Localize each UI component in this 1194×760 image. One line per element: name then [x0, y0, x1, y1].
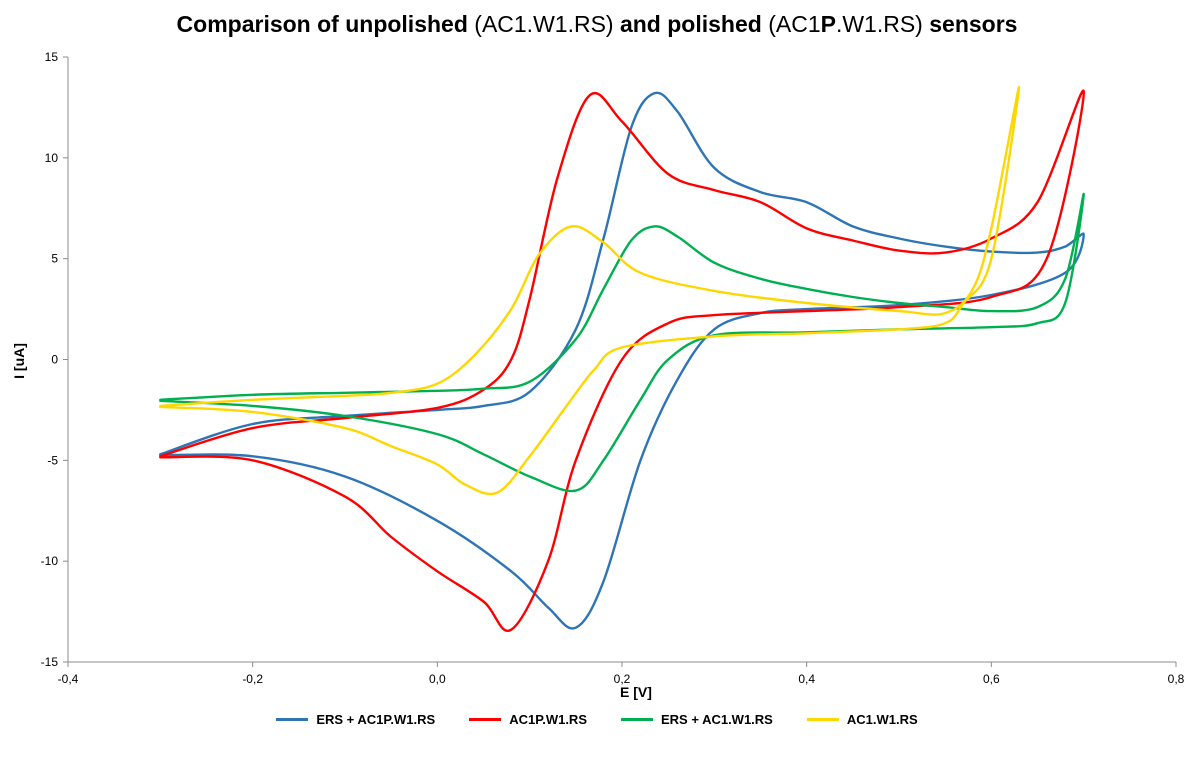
- legend-swatch: [621, 718, 653, 721]
- legend-label: ERS + AC1.W1.RS: [661, 712, 773, 727]
- legend-swatch: [469, 718, 501, 721]
- legend-swatch: [276, 718, 308, 721]
- legend-swatch: [807, 718, 839, 721]
- x-tick-label: 0,8: [1168, 672, 1185, 686]
- x-axis-label: E [V]: [620, 684, 652, 700]
- legend-item[interactable]: AC1P.W1.RS: [469, 712, 587, 727]
- x-tick-label: -0,4: [58, 672, 79, 686]
- legend-label: AC1.W1.RS: [847, 712, 918, 727]
- series-line-ac1p-w1-rs: [160, 91, 1083, 631]
- y-tick-label: -5: [47, 453, 58, 467]
- y-tick-label: 10: [45, 151, 59, 165]
- legend-item[interactable]: ERS + AC1P.W1.RS: [276, 712, 435, 727]
- y-axis-label: I [uA]: [11, 343, 27, 379]
- x-tick-label: 0,0: [429, 672, 446, 686]
- x-tick-label: 0,4: [798, 672, 815, 686]
- legend-item[interactable]: AC1.W1.RS: [807, 712, 918, 727]
- x-tick-label: 0,6: [983, 672, 1000, 686]
- series-line-ers-ac1-w1-rs: [160, 194, 1083, 491]
- legend-label: ERS + AC1P.W1.RS: [316, 712, 435, 727]
- legend-item[interactable]: ERS + AC1.W1.RS: [621, 712, 773, 727]
- y-tick-label: -15: [41, 655, 59, 669]
- legend: ERS + AC1P.W1.RS AC1P.W1.RS ERS + AC1.W1…: [0, 712, 1194, 727]
- y-tick-label: 5: [51, 252, 58, 266]
- legend-label: AC1P.W1.RS: [509, 712, 587, 727]
- y-tick-label: 0: [51, 353, 58, 367]
- y-tick-label: 15: [45, 50, 59, 64]
- x-tick-label: -0,2: [242, 672, 263, 686]
- y-tick-label: -10: [41, 554, 59, 568]
